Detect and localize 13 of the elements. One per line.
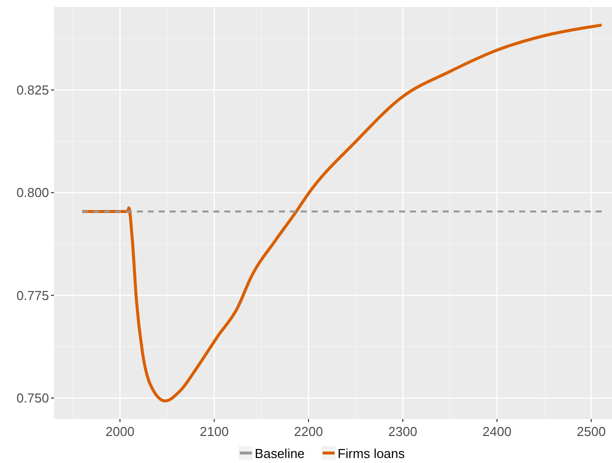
legend-label: Firms loans [338, 446, 406, 461]
x-tick-label: 2200 [294, 424, 323, 439]
y-tick-label: 0.825 [16, 82, 49, 98]
y-tick-label: 0.775 [16, 288, 49, 303]
x-tick-label: 2400 [482, 424, 512, 439]
y-tick-label: 0.750 [16, 390, 49, 406]
x-tick-label: 2100 [200, 424, 229, 439]
line-series [80, 24, 604, 402]
x-tick-label: 2500 [576, 424, 606, 439]
y-tick-label: 0.800 [16, 185, 49, 200]
x-tick-label: 2300 [388, 424, 418, 439]
legend-label: Baseline [254, 446, 305, 461]
x-tick-label: 2000 [106, 424, 134, 439]
